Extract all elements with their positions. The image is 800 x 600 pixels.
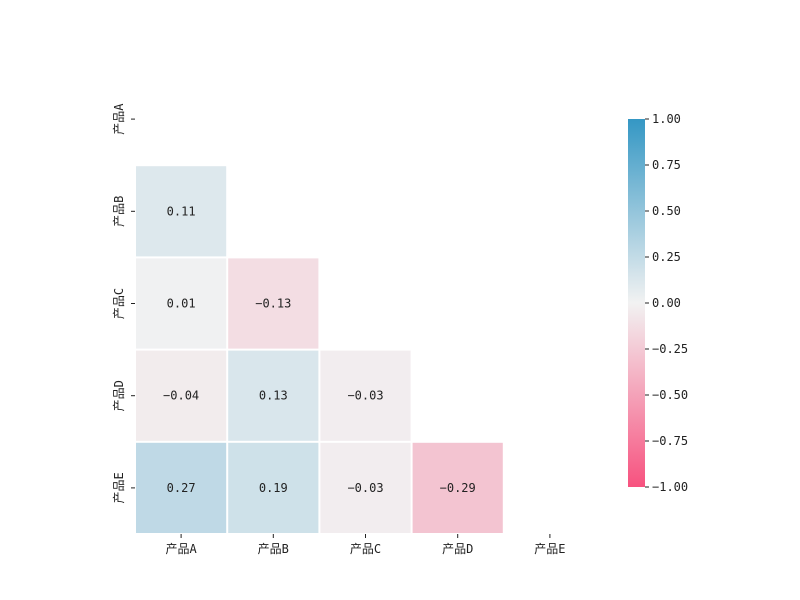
colorbar-tick-label: 0.00 (652, 296, 681, 310)
cell-value-label: −0.13 (255, 297, 291, 311)
cell-value-label: −0.29 (440, 481, 476, 495)
y-tick-label: 产品A (112, 103, 126, 135)
heatmap-cell-labels: 0.11 0.01 −0.13 −0.04 0.13 −0.03 0.27 0.19 −0.03… (163, 204, 476, 495)
x-tick-label: 产品D (442, 542, 473, 556)
colorbar-tick-label: 0.75 (652, 158, 681, 172)
heatmap-cell (320, 442, 411, 533)
colorbar-tick-label: 0.50 (652, 204, 681, 218)
cell-value-label: 0.19 (259, 481, 288, 495)
y-tick-label: 产品C (112, 288, 126, 319)
colorbar-tick-label: −0.75 (652, 434, 688, 448)
heatmap-cell (228, 442, 319, 533)
heatmap-cell (136, 350, 227, 441)
colorbar-tick-label: 1.00 (652, 112, 681, 126)
heatmap-cell (136, 166, 227, 257)
cell-value-label: 0.27 (167, 481, 196, 495)
heatmap-cells (136, 166, 503, 533)
x-tick-label: 产品A (165, 542, 197, 556)
cell-value-label: −0.03 (347, 481, 383, 495)
heatmap-cell (320, 350, 411, 441)
x-tick-label: 产品E (534, 542, 565, 556)
heatmap-cell (136, 442, 227, 533)
heatmap-cell (228, 350, 319, 441)
colorbar-tick-label: −1.00 (652, 480, 688, 494)
cell-value-label: 0.01 (167, 297, 196, 311)
y-tick-label: 产品D (112, 380, 126, 411)
x-tick-label: 产品B (258, 542, 289, 556)
colorbar-tick-label: −0.50 (652, 388, 688, 402)
x-tick-label: 产品C (350, 542, 381, 556)
colorbar-gradient (628, 119, 645, 487)
y-tick-label: 产品B (112, 196, 126, 227)
colorbar: 1.00 0.75 0.50 0.25 0.00 −0.25 −0.50 −0.75 −1.00 (628, 112, 688, 494)
cell-value-label: 0.13 (259, 389, 288, 403)
y-axis: 产品A 产品B 产品C 产品D 产品E (112, 103, 135, 504)
heatmap-cell (136, 258, 227, 349)
x-axis: 产品A 产品B 产品C 产品D 产品E (165, 534, 566, 556)
y-tick-label: 产品E (112, 472, 126, 503)
heatmap-cell (412, 442, 503, 533)
colorbar-tick-label: 0.25 (652, 250, 681, 264)
cell-value-label: −0.03 (347, 389, 383, 403)
heatmap-cell (228, 258, 319, 349)
colorbar-tick-label: −0.25 (652, 342, 688, 356)
cell-value-label: 0.11 (167, 204, 196, 218)
cell-value-label: −0.04 (163, 389, 199, 403)
